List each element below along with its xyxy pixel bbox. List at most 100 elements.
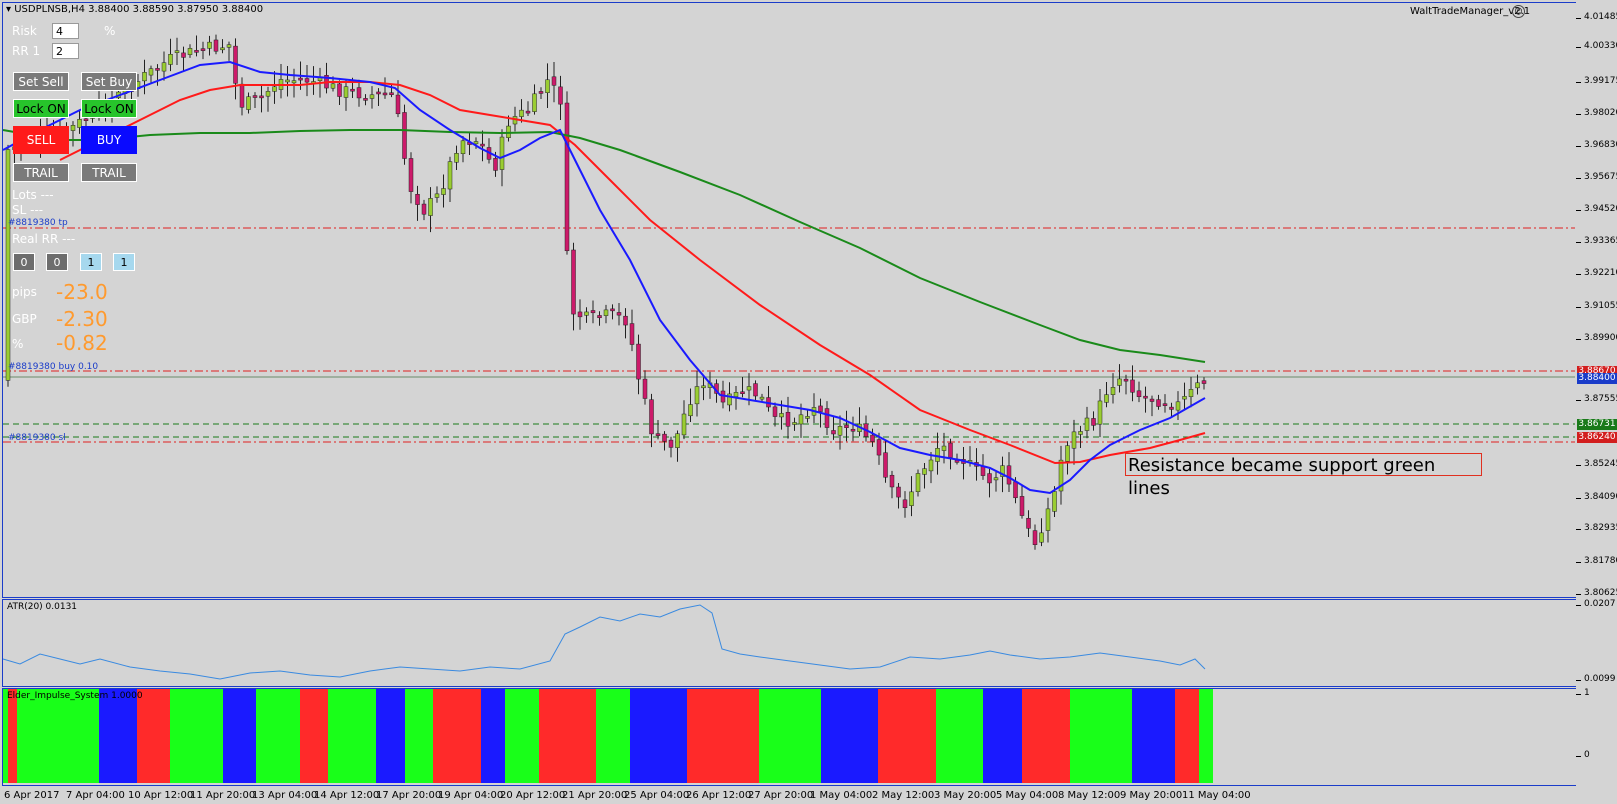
impulse-bar <box>653 689 659 783</box>
impulse-bar <box>1160 689 1166 783</box>
trail-buy-button[interactable]: TRAIL <box>81 163 137 182</box>
impulse-bar <box>720 689 726 783</box>
counter-2[interactable]: 0 <box>46 253 68 271</box>
impulse-bar <box>309 689 315 783</box>
impulse-bar <box>892 689 898 783</box>
impulse-bar <box>557 689 563 783</box>
counter-4[interactable]: 1 <box>113 253 135 271</box>
candle-body <box>480 143 485 147</box>
impulse-bar <box>184 689 190 783</box>
candle-body <box>376 91 381 95</box>
impulse-bar <box>576 689 582 783</box>
atr-chart-svg <box>2 604 1206 680</box>
impulse-bar <box>964 689 970 783</box>
candle-body <box>993 477 999 481</box>
candle-body <box>896 486 901 498</box>
impulse-bar <box>476 689 482 783</box>
impulse-bar <box>682 689 688 783</box>
dropdown-icon[interactable]: ▾ <box>6 4 12 15</box>
impulse-bar <box>873 689 879 783</box>
price-scale[interactable] <box>1576 0 1617 804</box>
candle-body <box>837 426 843 436</box>
impulse-bar <box>203 689 209 783</box>
impulse-bar <box>285 689 291 783</box>
impulse-bar <box>251 689 257 783</box>
candle-body <box>1143 395 1148 399</box>
impulse-bar <box>333 689 339 783</box>
time-label: 19 Apr 04:00 <box>438 790 504 801</box>
impulse-bar <box>1184 689 1190 783</box>
counter-1[interactable]: 0 <box>13 253 35 271</box>
impulse-bar <box>399 689 406 783</box>
candle-body <box>688 404 693 417</box>
impulse-bar <box>237 689 243 783</box>
impulse-bar <box>787 689 793 783</box>
impulse-bar <box>55 689 61 783</box>
candle-body <box>402 112 407 159</box>
candle-body <box>77 119 82 128</box>
impulse-bar <box>256 689 262 783</box>
impulse-bar <box>926 689 932 783</box>
candle-body <box>142 72 147 82</box>
candle-body <box>1065 445 1070 462</box>
candle-body <box>603 309 609 316</box>
price-tick: 3.82935 <box>1575 523 1617 533</box>
impulse-bar <box>773 689 779 783</box>
impulse-bar <box>242 689 248 783</box>
candle-body <box>389 92 394 95</box>
set-sell-button[interactable]: Set Sell <box>13 72 69 91</box>
sell-button[interactable]: SELL <box>13 126 69 154</box>
impulse-bar <box>634 689 640 783</box>
candle-body <box>350 88 355 92</box>
impulse-bar <box>667 689 673 783</box>
candle-body <box>1013 481 1018 499</box>
risk-input[interactable]: 4 <box>52 23 79 39</box>
impulse-bar <box>887 689 893 783</box>
counter-3[interactable]: 1 <box>80 253 102 271</box>
impulse-bar <box>390 689 396 783</box>
impulse-bar <box>619 689 626 783</box>
time-label: 8 May 12:00 <box>1058 790 1121 801</box>
impulse-bar <box>46 689 52 783</box>
lock-on-buy-button[interactable]: Lock ON <box>81 99 137 118</box>
candle-body <box>941 445 947 451</box>
impulse-bar <box>529 689 535 783</box>
impulse-bar <box>1059 689 1066 783</box>
impulse-bar <box>246 689 252 783</box>
impulse-bar <box>902 689 908 783</box>
main-chart[interactable] <box>2 2 1577 598</box>
candle-body <box>883 452 888 478</box>
buy-button[interactable]: BUY <box>81 126 137 154</box>
impulse-bar <box>883 689 889 783</box>
impulse-bar <box>768 689 774 783</box>
impulse-bar <box>605 689 611 783</box>
candle-body <box>824 408 830 428</box>
set-buy-button[interactable]: Set Buy <box>81 72 137 91</box>
candle-body <box>1045 508 1051 531</box>
candle-body <box>1162 403 1168 406</box>
time-label: 10 Apr 12:00 <box>128 790 194 801</box>
impulse-bar <box>84 689 90 783</box>
candle-body <box>649 399 654 435</box>
impulse-bar <box>935 689 941 783</box>
impulse-bar <box>462 689 468 783</box>
impulse-bar <box>548 689 554 783</box>
impulse-label: Elder_Impulse_System 1.0000 <box>7 691 143 701</box>
lock-on-sell-button[interactable]: Lock ON <box>13 99 69 118</box>
impulse-bar <box>1088 689 1094 783</box>
impulse-bar <box>189 689 195 783</box>
candle-body <box>1084 417 1090 431</box>
rr-input[interactable]: 2 <box>52 43 79 59</box>
trail-sell-button[interactable]: TRAIL <box>13 163 69 182</box>
candle-body <box>668 439 674 448</box>
impulse-bar <box>371 689 377 783</box>
price-tick: 4.01485 <box>1575 12 1617 22</box>
candle-body <box>265 91 271 97</box>
impulse-min: 0 <box>1576 750 1590 760</box>
impulse-bar <box>844 689 850 783</box>
impulse-bar <box>490 689 496 783</box>
impulse-bar <box>562 689 568 783</box>
impulse-bar <box>1174 689 1180 783</box>
candle-body <box>473 141 479 145</box>
impulse-bar <box>715 689 721 783</box>
